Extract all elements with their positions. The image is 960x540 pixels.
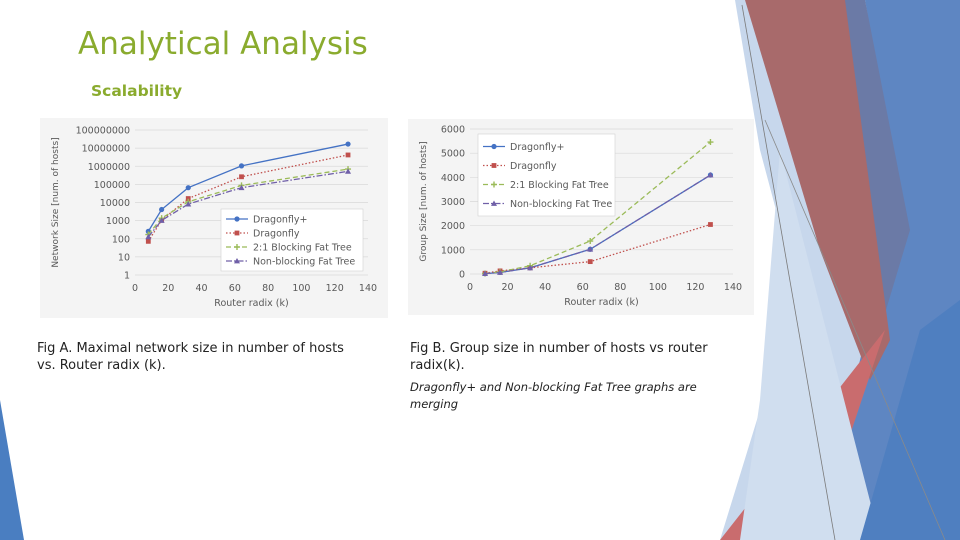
x-tick-label: 0: [467, 282, 473, 293]
data-point: [587, 259, 593, 265]
chart-group-size-svg: 0 1000 2000 3000 4000 5000 6000 0 20 40 60 80 100 120…: [419, 125, 742, 309]
slide-title: Analytical Analysis: [78, 26, 368, 62]
deco-bottom-blue-shape: [860, 300, 960, 540]
legend-swatch-marker: [491, 143, 497, 150]
y-tick-label: 10000: [100, 198, 130, 209]
data-point: [185, 185, 191, 191]
slide-subtitle: Scalability: [91, 82, 183, 100]
deco-thin-line: [741, 4, 836, 540]
legend-entry: Dragonfly: [510, 161, 557, 172]
data-point: [145, 238, 151, 244]
note-fig-b: Dragonfly+ and Non-blocking Fat Tree gra…: [410, 380, 697, 411]
y-tick-label: 100000000: [76, 126, 130, 137]
x-tick-label: 40: [196, 283, 208, 294]
legend-box: [477, 133, 616, 217]
data-point: [145, 233, 152, 240]
y-axis-label: Group Size [num. of hosts]: [419, 141, 429, 261]
legend-entry: Dragonfly+: [510, 142, 564, 153]
x-tick-label: 60: [577, 282, 589, 293]
data-point: [708, 222, 713, 227]
legend-entry: 2:1 Blocking Fat Tree: [510, 180, 609, 191]
legend-entry: Non-blocking Fat Tree: [510, 199, 612, 210]
x-tick-label: 0: [132, 283, 138, 294]
x-tick-label: 20: [162, 283, 174, 294]
y-tick-label: 1000000: [88, 162, 130, 173]
x-tick-label: 120: [686, 282, 704, 293]
y-tick-label: 1: [124, 271, 130, 282]
x-tick-label: 100: [649, 282, 667, 293]
y-tick-label: 10000000: [82, 144, 130, 155]
legend-swatch-marker: [491, 200, 497, 206]
legend-swatch-marker: [234, 244, 240, 250]
x-axis-label: Router radix (k): [564, 297, 638, 308]
legend-swatch-marker: [491, 181, 497, 188]
y-tick-label: 3000: [441, 197, 465, 208]
data-point: [185, 201, 192, 207]
x-tick-label: 20: [502, 282, 514, 293]
y-tick-label: 10: [118, 252, 130, 263]
data-point: [185, 196, 191, 201]
x-tick-label: 100: [292, 283, 310, 294]
data-point: [707, 139, 714, 146]
x-tick-label: 140: [359, 283, 377, 294]
data-point: [158, 217, 165, 223]
legend-entry: Dragonfly: [253, 228, 300, 239]
deco-bottom-lightblue-shape: [740, 150, 880, 540]
caption-fig-b: Fig B. Group size in number of hosts vs …: [410, 341, 708, 373]
data-point: [345, 168, 352, 174]
y-tick-label: 0: [459, 270, 465, 281]
y-tick-label: 100: [112, 234, 130, 245]
deco-left-blue-shape: [0, 400, 24, 540]
x-axis-label: Router radix (k): [214, 298, 288, 309]
deco-thin-line: [764, 119, 946, 540]
y-tick-label: 100000: [94, 180, 130, 191]
y-tick-label: 6000: [441, 125, 465, 136]
data-point: [527, 264, 534, 271]
data-point: [159, 206, 165, 213]
data-point: [345, 141, 351, 147]
legend-entry: 2:1 Blocking Fat Tree: [253, 242, 352, 253]
y-tick-label: 5000: [441, 149, 465, 160]
y-tick-label: 4000: [441, 173, 465, 184]
data-point: [587, 246, 594, 252]
legend-swatch-marker: [234, 216, 240, 222]
data-point: [587, 238, 594, 245]
y-axis-label: Network Size [num. of hosts]: [51, 137, 61, 267]
x-tick-label: 40: [539, 282, 551, 293]
x-tick-label: 60: [229, 283, 241, 294]
legend-swatch-marker: [234, 258, 240, 264]
chart-network-size-svg: 1101001000100001000001000000100000001000…: [51, 126, 377, 310]
legend-entry: Dragonfly+: [253, 214, 307, 225]
caption-fig-a: Fig A. Maximal network size in number of…: [37, 341, 344, 373]
data-point: [239, 174, 244, 180]
chart-network-size: 1 10 100 1000 10000 100000 1000000 10000000 1000…: [40, 118, 388, 318]
data-point: [238, 163, 245, 169]
data-point: [707, 172, 714, 178]
x-tick-label: 120: [326, 283, 344, 294]
y-tick-label: 2000: [441, 221, 465, 232]
x-tick-label: 140: [724, 282, 742, 293]
chart-group-size: 0 1000 2000 3000 4000 5000 6000 0 20 40 60 80 100 120…: [408, 119, 754, 315]
series-line: [484, 141, 711, 275]
y-tick-label: 1000: [106, 216, 130, 227]
data-point: [238, 184, 245, 191]
x-tick-label: 80: [262, 283, 274, 294]
series-line: [484, 223, 711, 274]
data-point: [497, 269, 504, 275]
deco-right-red-shape: [745, 0, 890, 380]
data-point: [345, 152, 351, 158]
series-line: [147, 170, 349, 238]
data-point: [482, 270, 489, 277]
legend-entry: Non-blocking Fat Tree: [253, 256, 355, 267]
y-tick-label: 1000: [441, 245, 465, 256]
legend-swatch-marker: [234, 230, 240, 236]
x-tick-label: 80: [614, 282, 626, 293]
legend-swatch-marker: [491, 163, 497, 168]
